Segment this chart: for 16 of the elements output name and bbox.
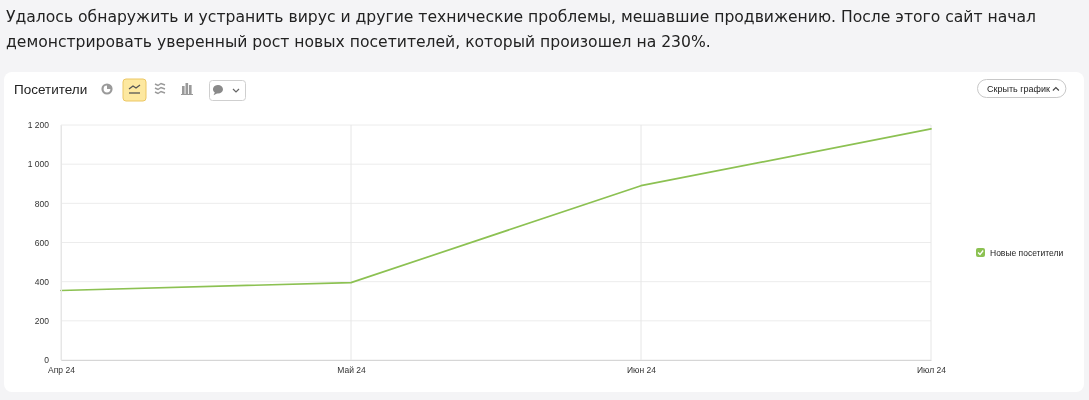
y-tick-label: 600 xyxy=(34,237,50,248)
x-tick-label: Май 24 xyxy=(337,365,367,376)
y-tick-label: 400 xyxy=(34,276,50,287)
legend-label: Новые посетители xyxy=(990,247,1064,258)
y-tick-label: 800 xyxy=(34,198,50,209)
hide-chart-button: Скрыть график xyxy=(977,79,1067,98)
y-tick-label: 1 000 xyxy=(27,159,50,170)
chart-title: Посетители xyxy=(14,82,88,97)
x-tick-label: Июл 24 xyxy=(916,365,947,376)
x-tick-label: Июн 24 xyxy=(627,365,657,376)
line-series xyxy=(60,128,932,292)
y-tick-label: 1 200 xyxy=(27,120,50,131)
y-tick-label: 0 xyxy=(44,355,50,366)
text: Удалось обнаружить и устранить вирус и другие технические проблемы, мешавшие продвижению. После этого сайт начал демонстрировать уверенный рост новых посетителей, который произошел на 230%. xyxy=(6,7,1037,53)
y-tick-label: 200 xyxy=(34,316,50,327)
x-tick-label: Апр 24 xyxy=(48,365,76,376)
